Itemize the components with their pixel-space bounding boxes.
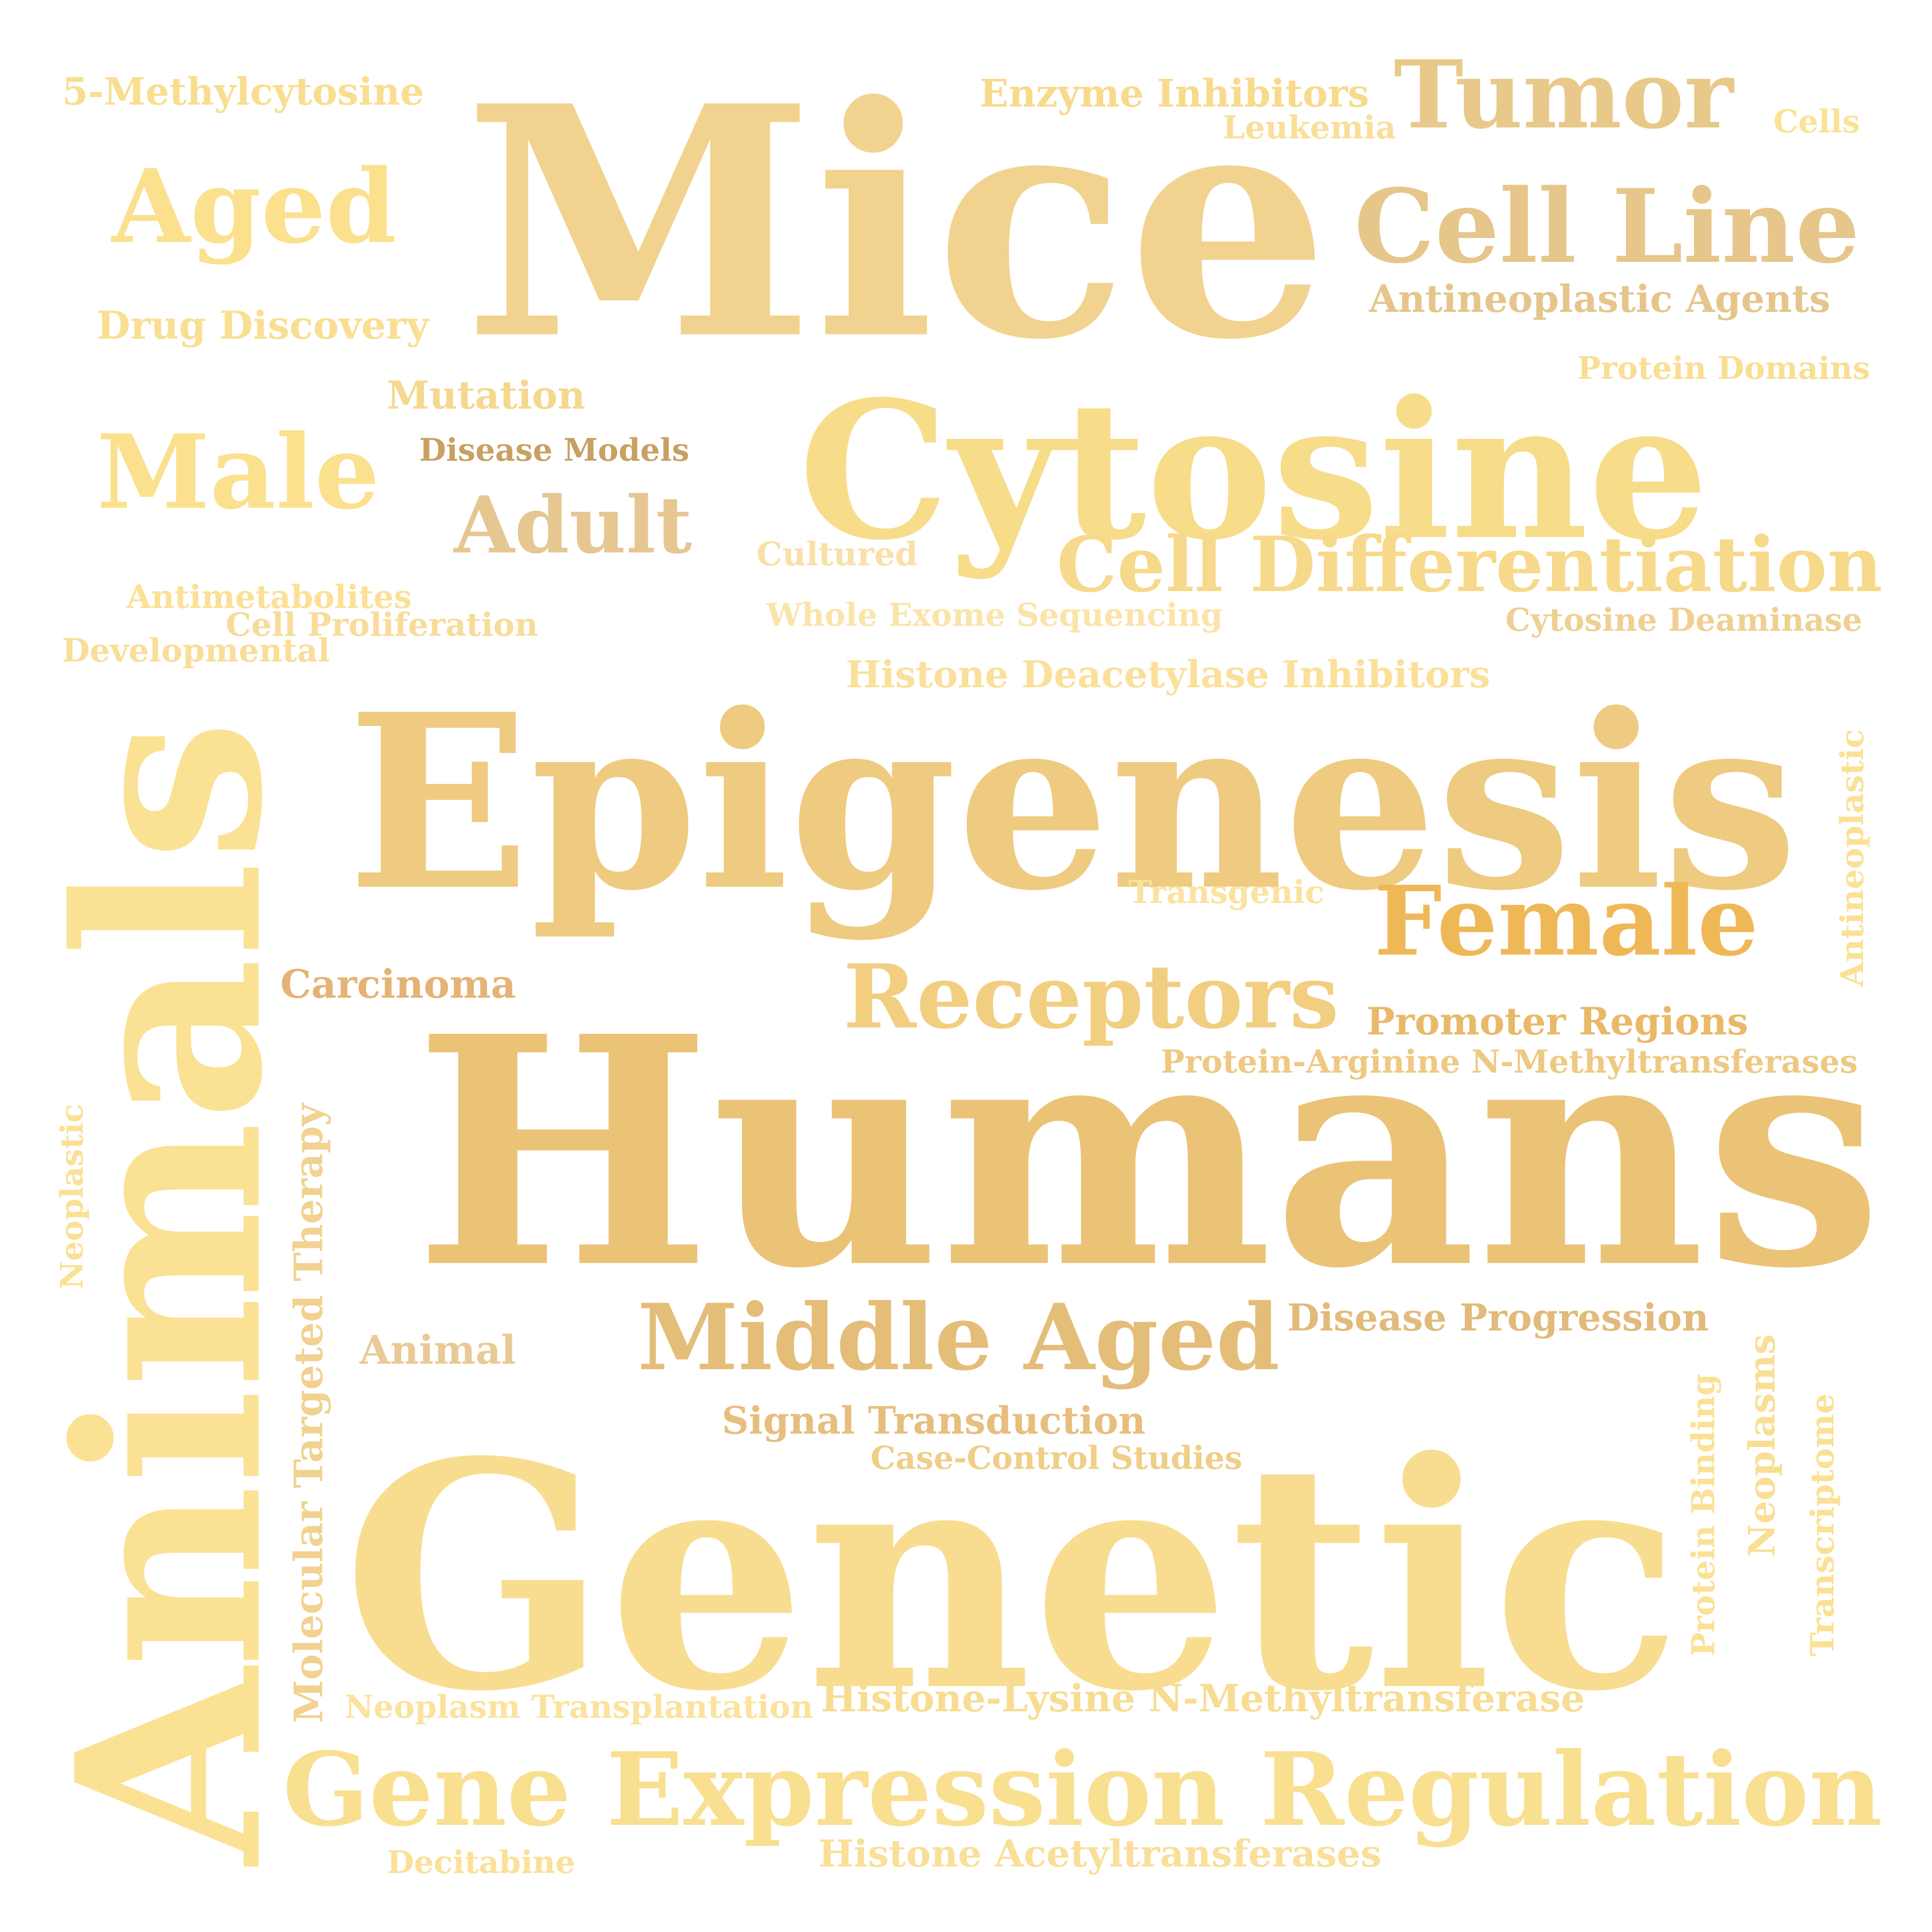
word-protein-arginine-n-methyltransferases: Protein-Arginine N-Methyltransferases	[1161, 1043, 1858, 1081]
word-neoplastic: Neoplastic	[53, 1103, 90, 1289]
word-cultured: Cultured	[756, 535, 918, 573]
word-cytosine-deaminase: Cytosine Deaminase	[1505, 601, 1863, 639]
word-disease-models: Disease Models	[419, 431, 689, 469]
word-mice: Mice	[464, 36, 1329, 409]
word-carcinoma: Carcinoma	[280, 961, 516, 1007]
word-adult: Adult	[454, 480, 692, 572]
word-drug-discovery: Drug Discovery	[97, 303, 429, 349]
word-epigenesis: Epigenesis	[347, 662, 1798, 944]
word-whole-exome-sequencing: Whole Exome Sequencing	[766, 596, 1223, 634]
word-animal: Animal	[360, 1326, 516, 1373]
word-promoter-regions: Promoter Regions	[1367, 999, 1748, 1044]
word-transcriptome: Transcriptome	[1804, 1393, 1842, 1656]
word-signal-transduction: Signal Transduction	[722, 1398, 1146, 1443]
word-transgenic: Transgenic	[1128, 874, 1324, 911]
word-protein-domains: Protein Domains	[1577, 350, 1870, 387]
word-5-methylcytosine: 5-Methylcytosine	[62, 69, 424, 114]
word-disease-progression: Disease Progression	[1287, 1296, 1709, 1340]
word-animals: Animals	[21, 719, 318, 1865]
word-antimetabolites: Antimetabolites	[126, 578, 412, 616]
word-histone-lysine-n-methyltransferase: Histone-Lysine N-Methyltransferase	[821, 1676, 1585, 1721]
word-cell-differentiation: Cell Differentiation	[1057, 520, 1883, 610]
word-cell-line: Cell Line	[1354, 167, 1860, 287]
word-protein-binding: Protein Binding	[1685, 1374, 1723, 1656]
word-neoplasm-transplantation: Neoplasm Transplantation	[345, 1688, 813, 1726]
word-gene-expression-regulation: Gene Expression Regulation	[283, 1731, 1883, 1850]
word-female: Female	[1374, 864, 1759, 977]
word-case-control-studies: Case-Control Studies	[871, 1439, 1243, 1477]
word-cell-proliferation: Cell Proliferation	[226, 605, 538, 644]
word-genetic: Genetic	[342, 1394, 1682, 1760]
word-male: Male	[97, 412, 380, 532]
word-humans: Humans	[414, 967, 1883, 1337]
word-aged: Aged	[112, 147, 397, 267]
word-molecular-targeted-therapy: Molecular Targeted Therapy	[285, 1103, 332, 1723]
word-enzyme-inhibitors: Enzyme Inhibitors	[980, 71, 1370, 116]
word-neoplasms: Neoplasms	[1740, 1334, 1783, 1557]
word-histone-deacetylase-inhibitors: Histone Deacetylase Inhibitors	[846, 652, 1491, 696]
word-receptors: Receptors	[843, 945, 1339, 1049]
word-tumor: Tumor	[1394, 40, 1734, 150]
word-middle-aged: Middle Aged	[637, 1284, 1280, 1391]
word-decitabine: Decitabine	[387, 1843, 575, 1880]
word-antineoplastic-agents: Antineoplastic Agents	[1369, 276, 1830, 321]
word-developmental: Developmental	[62, 632, 330, 670]
word-mutation: Mutation	[387, 372, 586, 418]
word-leukemia: Leukemia	[1223, 109, 1396, 146]
word-cells: Cells	[1773, 103, 1860, 140]
word-cytosine: Cytosine	[799, 360, 1709, 582]
word-histone-acetyltransferases: Histone Acetyltransferases	[818, 1831, 1382, 1875]
word-antineoplastic: Antineoplastic	[1833, 728, 1871, 987]
